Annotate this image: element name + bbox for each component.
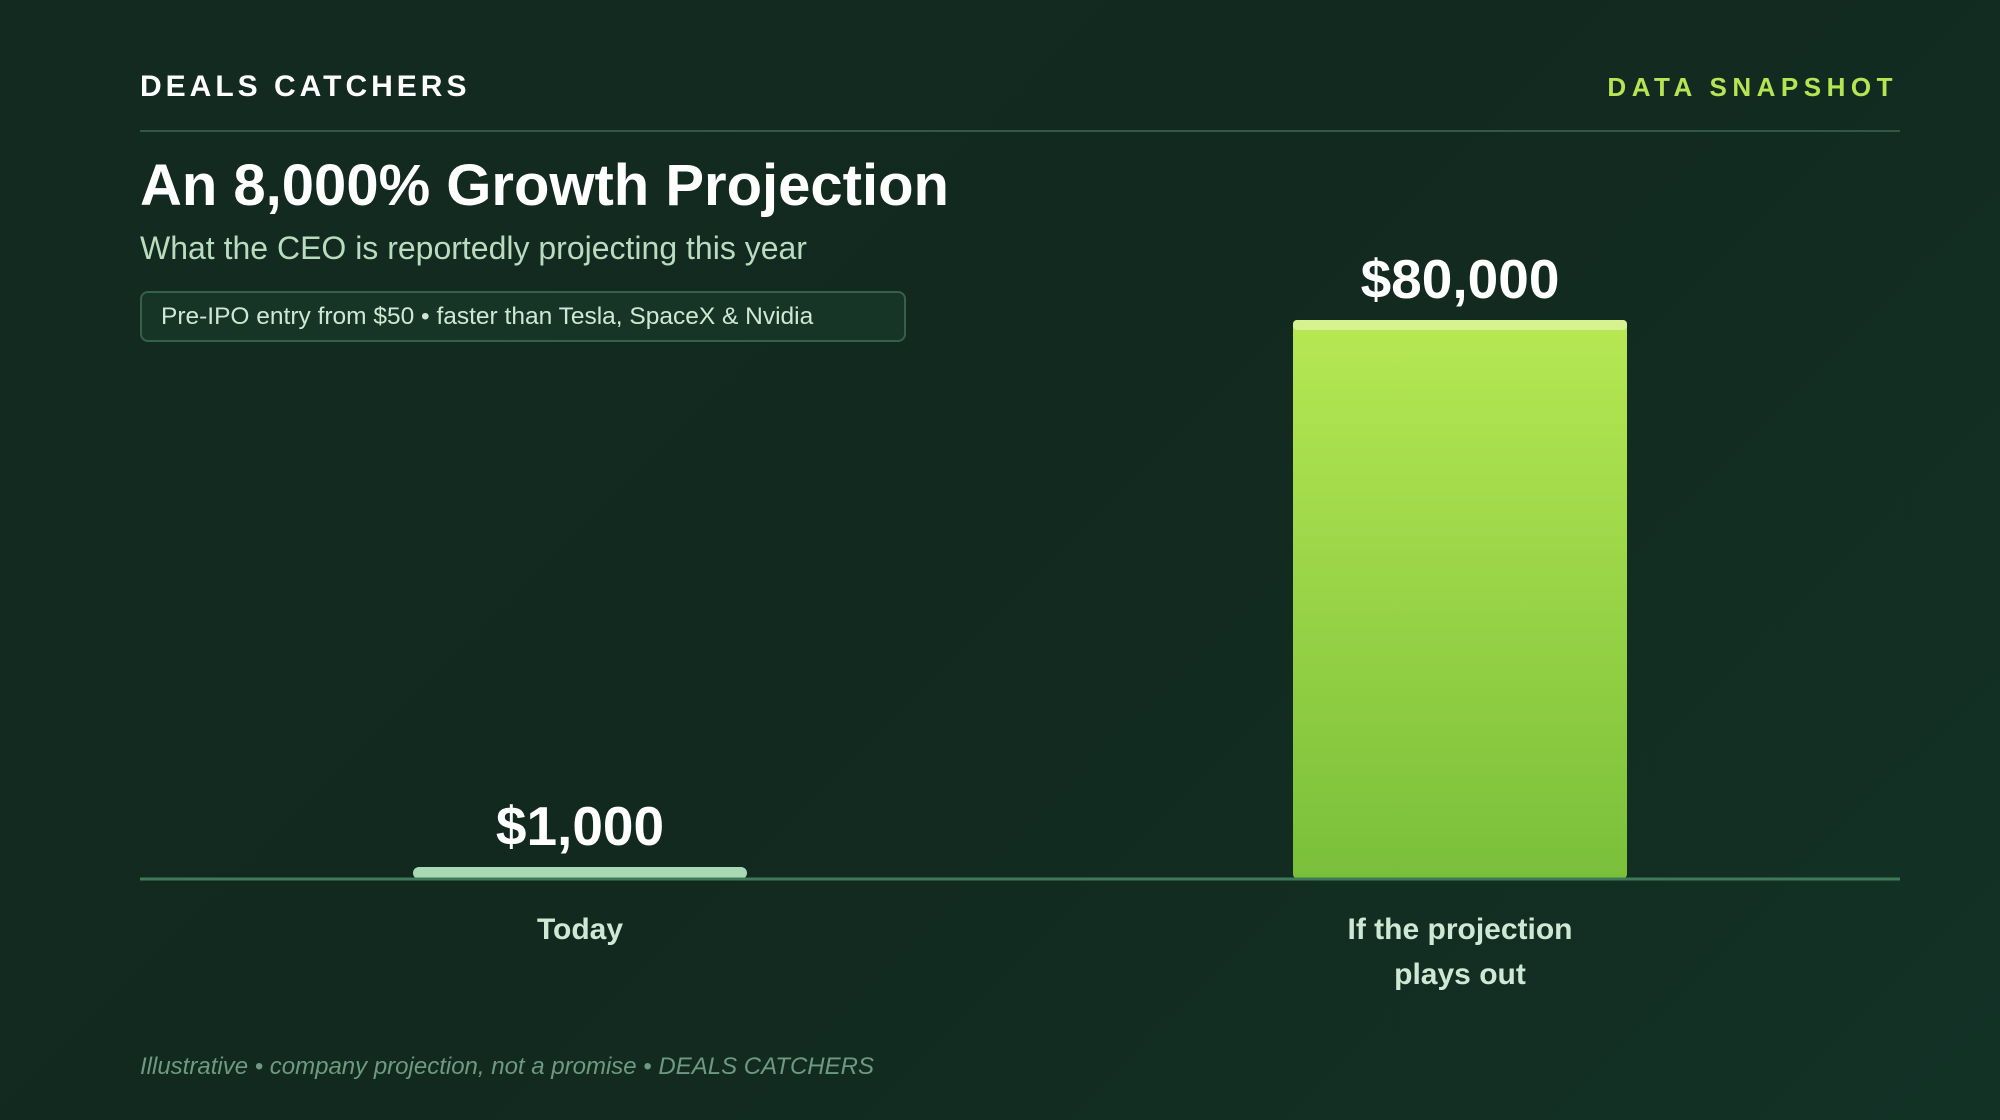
header-divider bbox=[140, 130, 1900, 132]
value-label-projection: $80,000 bbox=[1361, 248, 1560, 310]
footnote: Illustrative • company projection, not a… bbox=[140, 1053, 874, 1080]
category-label-today: Today bbox=[537, 913, 623, 946]
bar-today bbox=[413, 867, 747, 879]
brand-name: DEALS CATCHERS bbox=[140, 70, 471, 103]
section-tag: DATA SNAPSHOT bbox=[1607, 72, 1898, 102]
info-pill: Pre-IPO entry from $50 • faster than Tes… bbox=[140, 291, 906, 342]
category-label-projection-line-2: plays out bbox=[1394, 958, 1526, 991]
chart-subtitle: What the CEO is reportedly projecting th… bbox=[140, 230, 807, 266]
category-label-projection-line-1: If the projection bbox=[1348, 913, 1573, 946]
value-label-today: $1,000 bbox=[496, 795, 664, 857]
bar-projection-highlight bbox=[1293, 320, 1627, 330]
bar-projection bbox=[1293, 320, 1627, 879]
chart-title: An 8,000% Growth Projection bbox=[140, 153, 949, 218]
